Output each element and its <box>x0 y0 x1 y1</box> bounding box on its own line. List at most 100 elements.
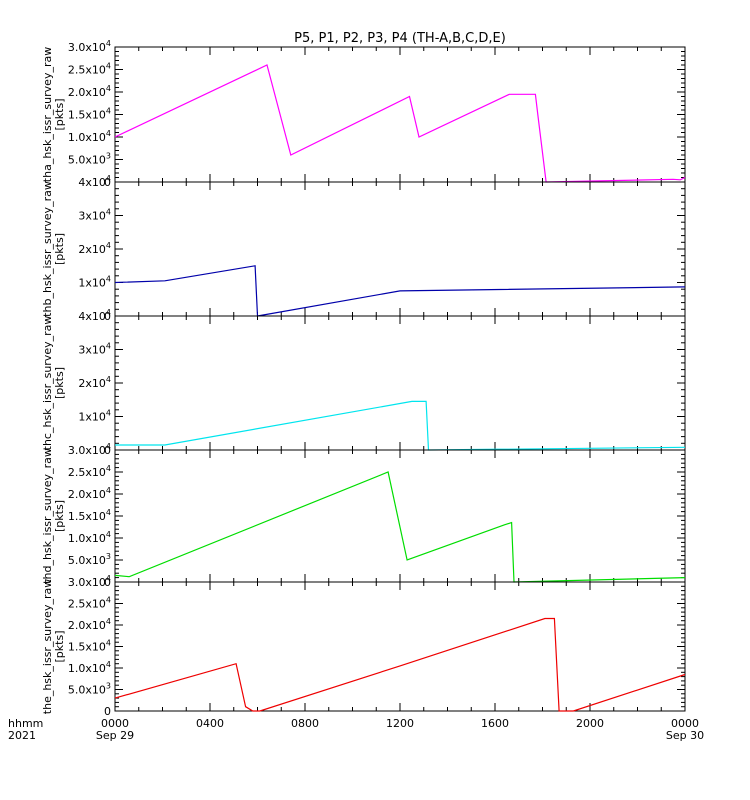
ytick-label-thd-3-base: 1.5x10 <box>68 510 106 523</box>
series-line-tha <box>114 64 686 183</box>
ytick-label-thd-2-base: 1.0x10 <box>68 532 106 545</box>
ytick-label-thd-0: 0 <box>104 576 111 589</box>
ytick-label-thb-1: 1x104 <box>78 275 111 290</box>
ytick-label-the-4: 2.0x104 <box>68 617 111 632</box>
ytick-label-thb-1-base: 1x10 <box>78 277 106 290</box>
ytick-label-tha-0: 0 <box>104 176 111 189</box>
ytick-label-the-4-exp: 4 <box>106 617 111 626</box>
ytick-label-thb-4-exp: 4 <box>106 174 111 183</box>
yunit-thc: [pkts] <box>53 367 66 399</box>
ytick-label-tha-6-exp: 4 <box>106 39 111 48</box>
ytick-label-thc-3: 3x104 <box>78 342 111 357</box>
ytick-label-the-5: 2.5x104 <box>68 596 111 611</box>
xtick-label-4: 1600 <box>481 717 509 730</box>
ytick-label-thd-5-exp: 4 <box>106 464 111 473</box>
ytick-label-thd-4-base: 2.0x10 <box>68 488 106 501</box>
yunit-thb: [pkts] <box>53 233 66 265</box>
ytick-label-thd-1-base: 5.0x10 <box>68 554 106 567</box>
ytick-label-the-1: 5.0x103 <box>68 682 111 697</box>
ylabel-the: the_hsk_issr_survey_raw <box>41 579 54 714</box>
ytick-label-the-1-base: 5.0x10 <box>68 684 106 697</box>
ytick-label-thb-3-exp: 4 <box>106 208 111 217</box>
ytick-label-tha-5-base: 2.5x10 <box>68 64 106 77</box>
xtick-label-5: 2000 <box>576 717 604 730</box>
ytick-label-tha-2-base: 1.0x10 <box>68 131 106 144</box>
ytick-label-thc-2: 2x104 <box>78 375 111 390</box>
date-label-0: Sep 29 <box>96 729 134 742</box>
ytick-label-thd-2-exp: 4 <box>106 530 111 539</box>
ytick-label-tha-5: 2.5x104 <box>68 62 111 77</box>
ytick-label-thc-1-exp: 4 <box>106 409 111 418</box>
xtick-label-2: 0800 <box>291 717 319 730</box>
ytick-label-the-5-exp: 4 <box>106 596 111 605</box>
chart-title: P5, P1, P2, P3, P4 (TH-A,B,C,D,E) <box>294 31 506 46</box>
yunit-tha: [pkts] <box>53 99 66 131</box>
x-row-label-hhmm: hhmm <box>8 717 43 730</box>
ytick-label-tha-2: 1.0x104 <box>68 129 111 144</box>
ytick-label-tha-4: 2.0x104 <box>68 84 111 99</box>
ytick-label-thd-4: 2.0x104 <box>68 486 111 501</box>
ytick-label-the-2: 1.0x104 <box>68 660 111 675</box>
ylabel-thd: thd_hsk_issr_survey_raw <box>41 448 54 584</box>
panel-tha: 05.0x1031.0x1041.5x1042.0x1042.5x1043.0x… <box>41 39 686 189</box>
ytick-label-thb-3-base: 3x10 <box>78 210 106 223</box>
ytick-label-thb-0: 0 <box>104 310 111 323</box>
ytick-label-thd-1-exp: 3 <box>106 552 111 561</box>
series-line-thb <box>114 265 686 317</box>
ytick-label-thd-1: 5.0x103 <box>68 552 111 567</box>
ytick-label-thb-2-exp: 4 <box>106 241 111 250</box>
ytick-label-tha-1: 5.0x103 <box>68 152 111 167</box>
ytick-label-thc-1-base: 1x10 <box>78 411 106 424</box>
ytick-label-the-0: 0 <box>104 705 111 718</box>
ytick-label-the-1-exp: 3 <box>106 682 111 691</box>
ytick-label-tha-4-exp: 4 <box>106 84 111 93</box>
ytick-label-the-5-base: 2.5x10 <box>68 598 106 611</box>
xtick-label-0: 0000 <box>101 717 129 730</box>
ytick-label-the-3-base: 1.5x10 <box>68 641 106 654</box>
series-line-thd <box>114 471 686 583</box>
ytick-label-thb-2-base: 2x10 <box>78 243 106 256</box>
ylabel-tha: tha_hsk_issr_survey_raw <box>41 47 54 182</box>
date-label-1: Sep 30 <box>666 729 704 742</box>
ytick-label-thd-5-base: 2.5x10 <box>68 466 106 479</box>
ytick-label-the-6-base: 3.0x10 <box>68 576 106 589</box>
ytick-label-thc-3-base: 3x10 <box>78 344 106 357</box>
ytick-label-thb-2: 2x104 <box>78 241 111 256</box>
ytick-label-the-2-exp: 4 <box>106 660 111 669</box>
ytick-label-thd-6-exp: 4 <box>106 442 111 451</box>
ytick-label-thc-0: 0 <box>104 444 111 457</box>
ytick-label-thd-6: 3.0x104 <box>68 442 111 457</box>
ylabel-thc: thc_hsk_issr_survey_raw <box>41 316 54 451</box>
ytick-label-thc-3-exp: 4 <box>106 342 111 351</box>
yunit-thd: [pkts] <box>53 500 66 532</box>
panels-group: 05.0x1031.0x1041.5x1042.0x1042.5x1043.0x… <box>41 39 686 718</box>
ytick-label-thd-3: 1.5x104 <box>68 508 111 523</box>
ytick-label-the-3: 1.5x104 <box>68 639 111 654</box>
ytick-label-thd-3-exp: 4 <box>106 508 111 517</box>
ytick-label-thc-4-exp: 4 <box>106 308 111 317</box>
ylabel-thb: thb_hsk_issr_survey_raw <box>41 181 54 317</box>
ytick-label-thc-4: 4x104 <box>78 308 111 323</box>
xtick-label-6: 0000 <box>671 717 699 730</box>
ytick-label-thd-6-base: 3.0x10 <box>68 444 106 457</box>
ytick-label-the-2-base: 1.0x10 <box>68 662 106 675</box>
x-row-label-year: 2021 <box>8 729 36 742</box>
ytick-label-tha-2-exp: 4 <box>106 129 111 138</box>
ytick-label-thb-3: 3x104 <box>78 208 111 223</box>
ytick-label-thc-2-exp: 4 <box>106 375 111 384</box>
ytick-label-thd-2: 1.0x104 <box>68 530 111 545</box>
ytick-label-thb-4: 4x104 <box>78 174 111 189</box>
ytick-label-thd-5: 2.5x104 <box>68 464 111 479</box>
ytick-label-tha-3-exp: 4 <box>106 107 111 116</box>
ytick-label-tha-4-base: 2.0x10 <box>68 86 106 99</box>
ytick-label-the-3-exp: 4 <box>106 639 111 648</box>
xtick-label-1: 0400 <box>196 717 224 730</box>
ytick-label-the-4-base: 2.0x10 <box>68 619 106 632</box>
ytick-label-thc-1: 1x104 <box>78 409 111 424</box>
ytick-label-tha-6-base: 3.0x10 <box>68 41 106 54</box>
ytick-label-tha-1-base: 5.0x10 <box>68 154 106 167</box>
panel-the: 05.0x1031.0x1041.5x1042.0x1042.5x1043.0x… <box>41 574 686 718</box>
